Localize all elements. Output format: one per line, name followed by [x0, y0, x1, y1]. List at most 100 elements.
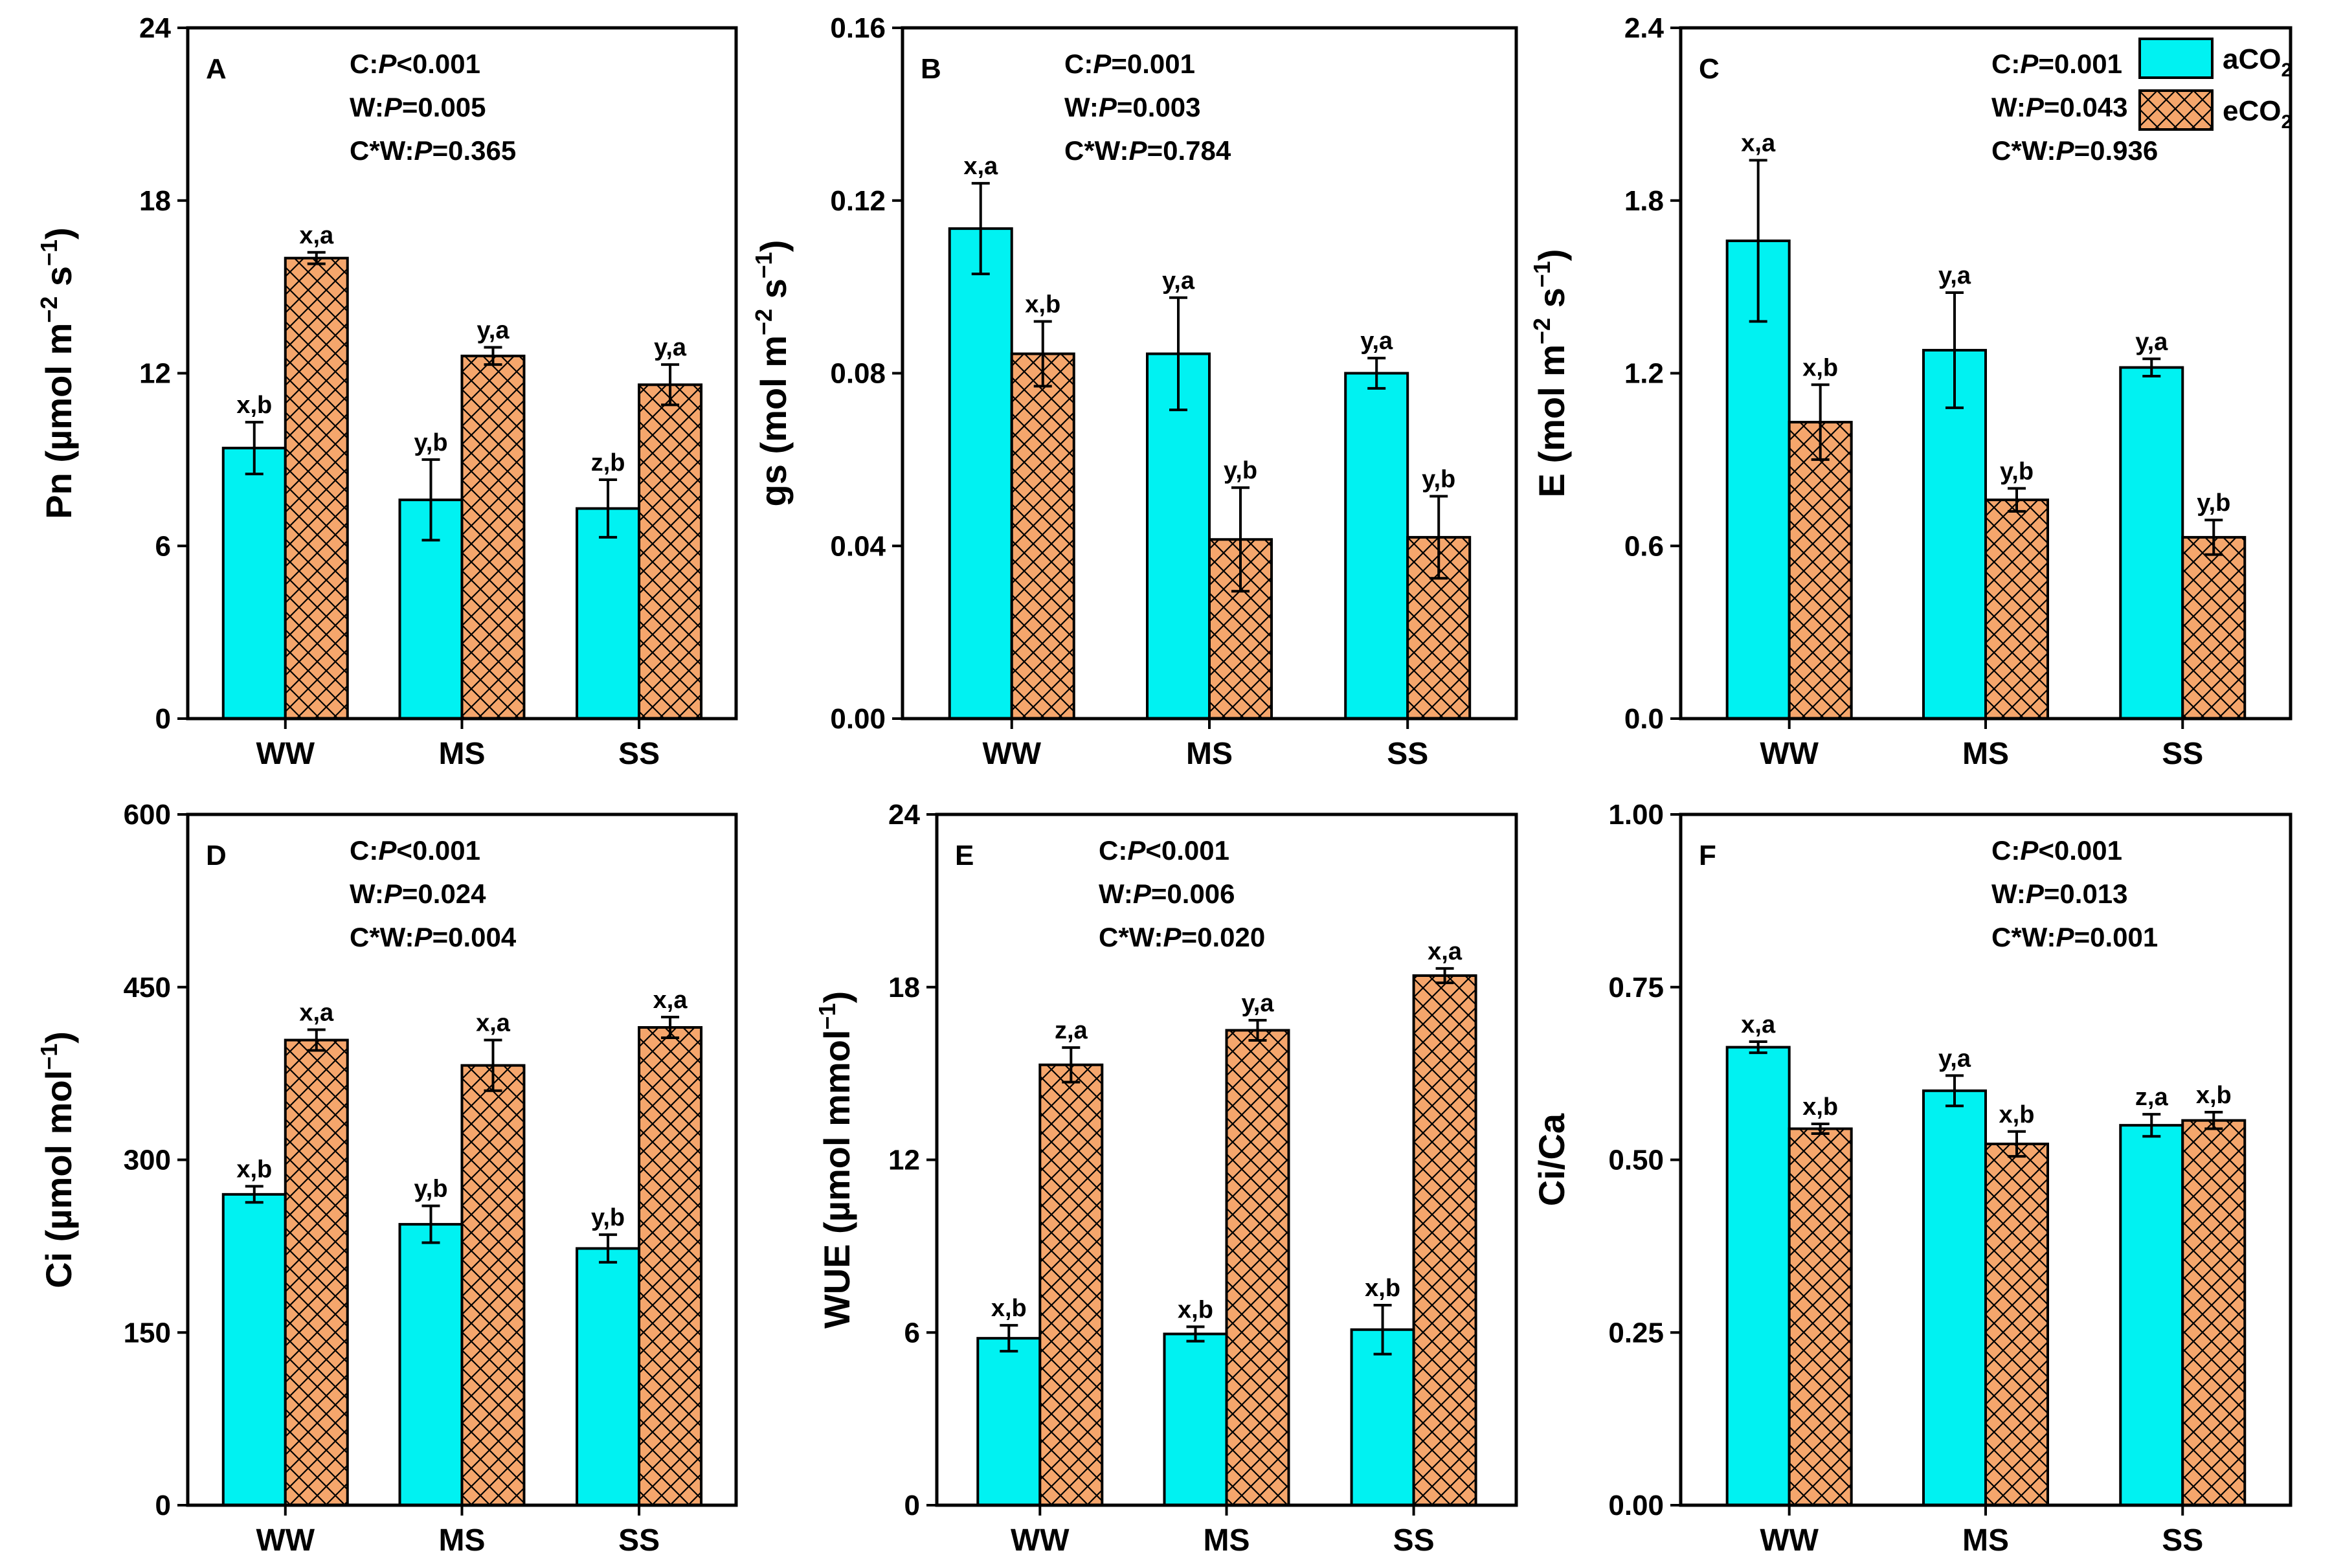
bar-eCO2-SS: [1412, 974, 1477, 1506]
y-tick-label: 1.2: [1624, 358, 1664, 390]
stats-line-2: W:P=0.043: [1991, 92, 2128, 122]
sig-label-eCO2-WW: x,b: [1025, 291, 1060, 318]
error-bar-eCO2-SS: [2204, 1110, 2223, 1130]
error-bar-aCO2-WW: [1749, 1040, 1767, 1055]
sig-label-aCO2-MS: x,b: [1178, 1296, 1213, 1323]
sig-label-eCO2-SS: x,b: [2196, 1082, 2232, 1109]
sig-label-eCO2-WW: x,b: [1802, 354, 1838, 381]
x-tick-label-MS: MS: [439, 737, 486, 771]
x-tick-label-MS: MS: [439, 1523, 486, 1558]
sig-label-aCO2-WW: x,a: [1741, 1011, 1776, 1038]
bar-aCO2-SS: [576, 507, 641, 720]
sig-label-eCO2-MS: x,a: [476, 1010, 511, 1037]
error-bar-eCO2-SS: [661, 1015, 680, 1039]
legend-swatch-eCO2: [2138, 89, 2214, 131]
error-bar-aCO2-WW: [971, 182, 990, 276]
error-bar-eCO2-MS: [484, 346, 502, 366]
y-tick-label: 24: [139, 12, 171, 44]
bar-aCO2-SS: [576, 1247, 641, 1506]
stats-line-1: C:P<0.001: [1991, 835, 2122, 866]
sig-label-aCO2-WW: x,b: [236, 1156, 272, 1183]
stats-line-2: W:P=0.006: [1099, 879, 1235, 909]
error-bar-aCO2-WW: [245, 421, 263, 476]
error-bar-eCO2-SS: [1435, 967, 1454, 985]
error-bar-eCO2-WW: [1811, 1123, 1830, 1135]
error-bar-eCO2-MS: [2008, 487, 2026, 513]
stats-line-1: C:P<0.001: [350, 835, 480, 866]
error-bar-aCO2-SS: [2142, 1113, 2161, 1138]
bar-eCO2-WW: [284, 1038, 349, 1506]
sig-label-eCO2-MS: y,a: [1241, 990, 1274, 1017]
sig-label-aCO2-SS: y,b: [591, 1204, 625, 1231]
legend-item-eCO2: eCO2: [2138, 89, 2292, 133]
y-axis-label: Pn (µmol m−2 s−1): [36, 227, 79, 519]
bar-eCO2-MS: [460, 354, 526, 720]
bar-eCO2-WW: [284, 256, 349, 720]
bar-eCO2-MS: [1984, 1142, 2049, 1506]
sig-label-aCO2-MS: y,b: [414, 1176, 447, 1203]
sig-label-aCO2-MS: y,a: [1938, 1045, 1971, 1072]
bar-aCO2-SS: [1344, 372, 1409, 720]
y-axis-label: Ci/Ca: [1531, 1113, 1572, 1206]
y-tick-label: 6: [155, 530, 171, 562]
y-axis-label: WUE (µmol mmol−1): [814, 991, 857, 1328]
sig-label-eCO2-MS: y,a: [476, 317, 510, 344]
y-tick-label: 18: [139, 185, 171, 217]
y-tick-label: 6: [904, 1317, 920, 1349]
y-tick-label: 24: [888, 799, 920, 831]
error-bar-eCO2-SS: [2204, 519, 2223, 556]
sig-label-aCO2-MS: y,b: [414, 429, 447, 456]
legend-item-aCO2: aCO2: [2138, 38, 2292, 81]
sig-label-eCO2-MS: x,b: [1999, 1101, 2035, 1128]
bar-aCO2-MS: [1163, 1332, 1228, 1506]
y-tick-label: 0.08: [830, 358, 886, 390]
sig-label-eCO2-SS: y,a: [654, 334, 687, 361]
y-tick-label: 450: [124, 972, 171, 1003]
y-tick-label: 18: [888, 972, 920, 1003]
x-tick-label-WW: WW: [256, 737, 315, 771]
chart-panel-B: x,a x,b y,a y,b y,a y,b 0.00 0.04 0.08 0.12 0.16 WW…: [750, 12, 1518, 771]
y-tick-label: 0.75: [1608, 972, 1664, 1003]
error-bar-eCO2-MS: [1231, 486, 1250, 593]
bar-eCO2-MS: [460, 1064, 526, 1506]
x-tick-label-SS: SS: [1393, 1523, 1435, 1558]
sig-label-eCO2-MS: y,b: [2000, 458, 2034, 485]
bar-aCO2-SS: [2119, 1124, 2184, 1506]
error-bar-aCO2-SS: [599, 478, 618, 539]
y-tick-label: 0.00: [830, 703, 886, 735]
bar-aCO2-MS: [398, 1223, 464, 1506]
legend: aCO2 eCO2: [2138, 38, 2292, 133]
sig-label-eCO2-WW: x,b: [1802, 1093, 1838, 1121]
stats-line-1: C:P=0.001: [1991, 49, 2122, 79]
y-tick-label: 150: [124, 1317, 171, 1349]
bar-eCO2-MS: [1984, 498, 2049, 720]
chart-panel-F: x,a x,b y,a x,b z,a x,b 0.00 0.25 0.50 0.75 1.00 WW…: [1531, 799, 2293, 1558]
x-tick-label-SS: SS: [1387, 737, 1428, 771]
y-tick-label: 0.50: [1608, 1145, 1664, 1176]
error-bar-eCO2-SS: [661, 363, 680, 407]
sig-label-aCO2-SS: z,b: [591, 449, 625, 476]
x-tick-label-MS: MS: [1204, 1523, 1250, 1558]
sig-label-eCO2-WW: z,a: [1055, 1017, 1088, 1044]
x-tick-label-MS: MS: [1962, 1523, 2009, 1558]
error-bar-aCO2-SS: [1367, 357, 1386, 390]
bar-aCO2-WW: [221, 1193, 287, 1506]
bar-aCO2-MS: [1922, 1089, 1987, 1507]
error-bar-eCO2-MS: [2008, 1130, 2026, 1158]
stats-line-2: W:P=0.013: [1991, 879, 2128, 909]
bar-eCO2-MS: [1225, 1029, 1290, 1506]
y-tick-label: 0.25: [1608, 1317, 1664, 1349]
error-bar-aCO2-MS: [1945, 1074, 1964, 1108]
error-bar-eCO2-WW: [1811, 383, 1830, 461]
bar-aCO2-SS: [2119, 366, 2184, 720]
error-bar-eCO2-WW: [1033, 320, 1052, 388]
sig-label-aCO2-MS: y,a: [1162, 267, 1195, 295]
error-bar-eCO2-MS: [1248, 1018, 1267, 1042]
error-bar-aCO2-WW: [245, 1185, 263, 1204]
y-tick-label: 300: [124, 1145, 171, 1176]
x-tick-label-WW: WW: [982, 737, 1041, 771]
y-tick-label: 12: [139, 358, 171, 390]
bar-eCO2-SS: [638, 383, 703, 720]
bar-eCO2-SS: [2181, 1119, 2247, 1506]
stats-line-1: C:P=0.001: [1064, 49, 1195, 79]
